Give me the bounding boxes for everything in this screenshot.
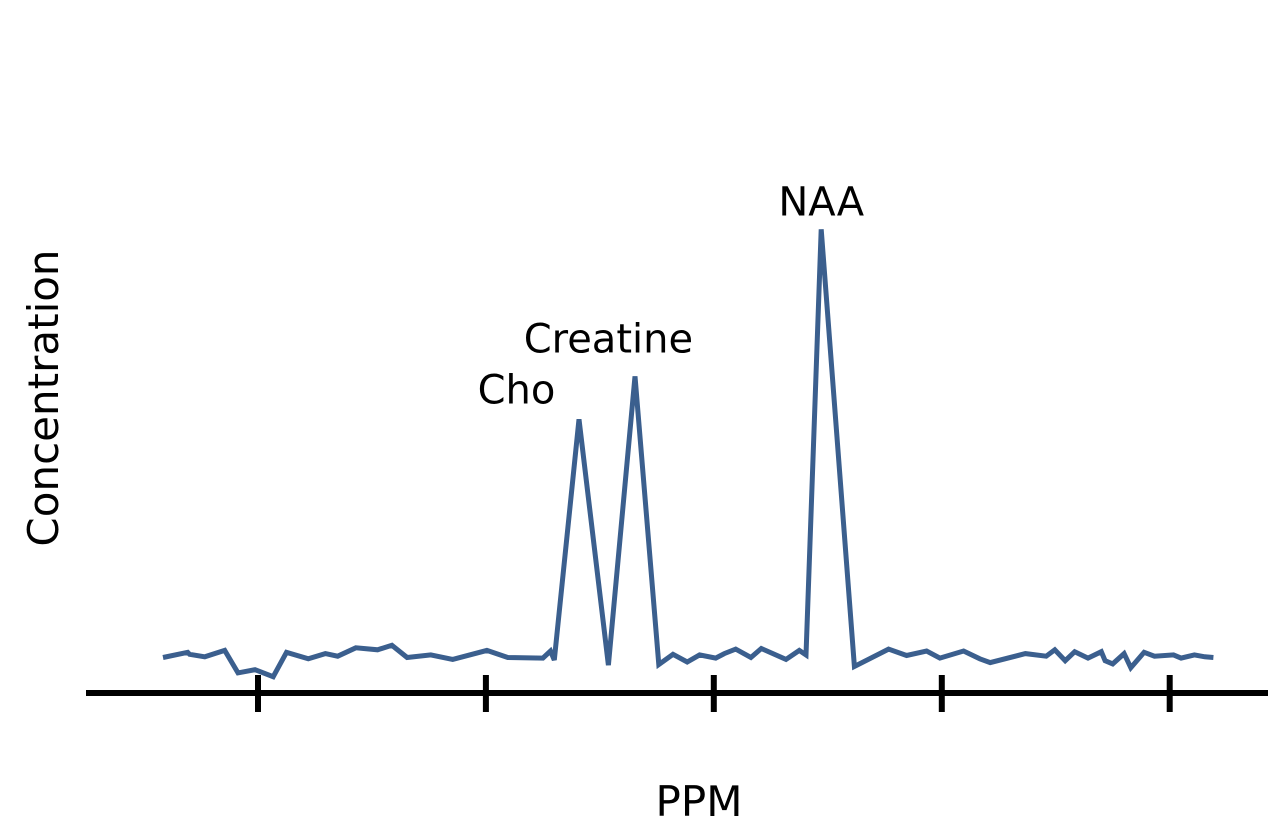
peak-label-cho: Cho xyxy=(478,367,556,413)
peak-label-creatine: Creatine xyxy=(524,316,693,362)
x-ticks xyxy=(255,675,1173,712)
spectrum-line xyxy=(162,229,1214,680)
y-axis-title: Concentration xyxy=(19,249,68,546)
x-axis-title: PPM xyxy=(656,777,743,824)
peak-labels: Cho Creatine NAA xyxy=(478,179,865,413)
peak-label-naa: NAA xyxy=(778,179,864,225)
